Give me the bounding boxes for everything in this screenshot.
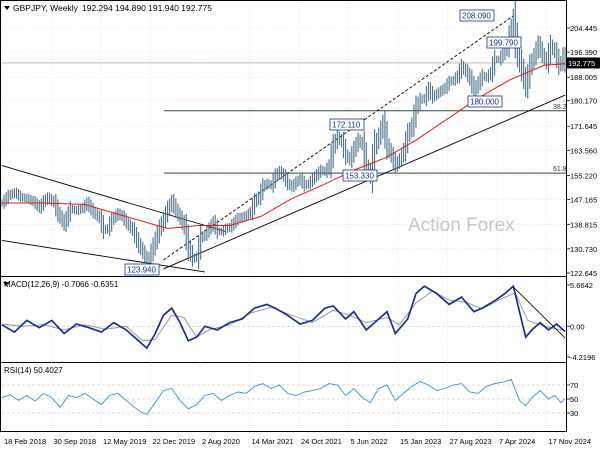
annotation-text: 123.940 xyxy=(127,266,156,275)
price-annotation: 123.940 xyxy=(124,263,160,276)
x-tick-label: 18 Feb 2018 xyxy=(4,437,46,446)
fib-level-label: 61.8 xyxy=(553,166,567,173)
panel-frames xyxy=(0,0,567,432)
annotation-box xyxy=(329,118,365,131)
y-tick-label: 196.390 xyxy=(570,48,597,57)
trendline xyxy=(1,165,226,232)
current-price-text: 192.775 xyxy=(568,59,595,68)
macd-tick-label: 0.00 xyxy=(570,322,585,331)
macd-trendline xyxy=(512,286,566,339)
x-tick-label: 27 Aug 2023 xyxy=(450,437,492,446)
y-tick-label: 147.165 xyxy=(570,196,597,205)
axis-labels: 18 Feb 2018 30 Sep 2018 12 May 2019 22 Dec … xyxy=(4,24,600,446)
x-tick-label: 12 May 2019 xyxy=(103,437,146,446)
annotation-box xyxy=(124,263,160,276)
y-tick-label: 171.645 xyxy=(570,122,597,131)
ohlc-values: 192.294 194.890 191.940 192.775 xyxy=(82,3,212,13)
y-tick-label: 130.730 xyxy=(570,245,597,254)
x-tick-label: 14 Mar 2021 xyxy=(252,437,294,446)
watermark: Action Forex xyxy=(408,215,515,236)
x-tick-label: 7 Apr 2024 xyxy=(499,437,535,446)
rsi-tick-label: 50 xyxy=(570,395,578,404)
macd-line xyxy=(1,284,566,350)
trendline xyxy=(1,240,205,273)
macd-tick-label: 5.6642 xyxy=(570,281,593,290)
x-tick-label: 15 Jan 2023 xyxy=(400,437,441,446)
collapse-triangle-icon[interactable] xyxy=(4,6,10,10)
sma-line xyxy=(2,63,566,230)
annotation-text: 153.330 xyxy=(345,172,374,181)
macd-tick-label: -4.2196 xyxy=(570,353,595,362)
y-tick-label: 188.005 xyxy=(570,73,597,82)
price-annotation: 199.790 xyxy=(486,36,522,49)
price-layer: 38.2 61.8 208.090 199.790 180.000 172.110 153.… xyxy=(1,0,567,276)
y-tick-label: 163.560 xyxy=(570,146,597,155)
price-annotation: 180.000 xyxy=(467,95,503,108)
annotation-box xyxy=(486,36,522,49)
rsi-tick-label: 70 xyxy=(570,381,578,390)
fib-level-label: 38.2 xyxy=(553,104,567,111)
macd-title: MACD(12,26,9) -0.7066 -0.6351 xyxy=(4,280,119,289)
y-tick-label: 180.170 xyxy=(570,97,597,106)
x-tick-label: 17 Nov 2024 xyxy=(549,437,592,446)
annotation-box xyxy=(459,9,495,22)
x-tick-label: 24 Oct 2021 xyxy=(301,437,342,446)
annotation-box xyxy=(467,95,503,108)
macd-signal-line xyxy=(1,290,566,342)
x-tick-label: 30 Sep 2018 xyxy=(54,437,97,446)
rsi-line xyxy=(1,378,566,415)
x-tick-label: 5 Jun 2022 xyxy=(351,437,388,446)
price-annotation: 172.110 xyxy=(329,118,365,131)
price-annotation: 153.330 xyxy=(342,169,378,182)
chart-header: GBPJPY, Weekly 192.294 194.890 191.940 1… xyxy=(4,3,212,13)
x-tick-label: 2 Aug 2020 xyxy=(202,437,240,446)
y-tick-label: 155.220 xyxy=(570,171,597,180)
annotation-text: 199.790 xyxy=(489,39,518,48)
y-tick-label: 204.445 xyxy=(570,24,597,33)
annotation-box xyxy=(342,169,378,182)
annotation-text: 180.000 xyxy=(470,98,499,107)
current-price-tag xyxy=(566,57,600,69)
y-tick-label: 122.645 xyxy=(570,269,597,278)
rsi-layer xyxy=(1,378,566,415)
annotation-text: 172.110 xyxy=(332,121,361,130)
rsi-panel xyxy=(0,362,567,432)
macd-layer xyxy=(1,284,566,350)
macd-collapse-icon[interactable] xyxy=(3,282,9,286)
rsi-tick-label: 30 xyxy=(570,409,578,418)
x-tick-label: 22 Dec 2019 xyxy=(153,437,196,446)
trendline xyxy=(163,94,566,270)
rsi-title: RSI(14) 50.4027 xyxy=(4,366,63,375)
symbol-label: GBPJPY, Weekly xyxy=(13,3,79,13)
channel-dashed-line xyxy=(163,15,514,261)
annotation-text: 208.090 xyxy=(462,12,491,21)
y-tick-label: 138.815 xyxy=(570,221,597,230)
price-annotation: 208.090 xyxy=(459,9,495,22)
